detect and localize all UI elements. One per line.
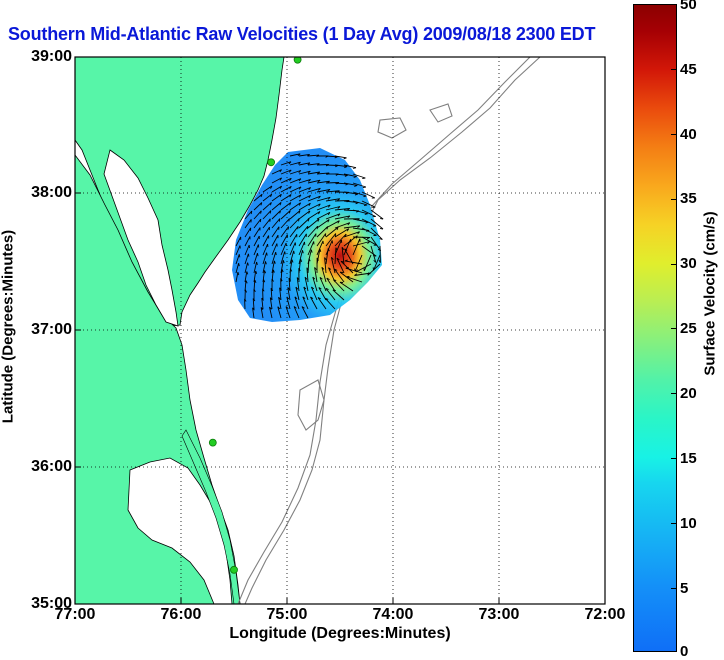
velocity-arrow-head — [285, 252, 286, 255]
velocity-arrow-head — [335, 234, 336, 237]
station-marker — [268, 159, 275, 166]
map-title: Southern Mid-Atlantic Raw Velocities (1 … — [8, 24, 595, 45]
velocity-arrow-head — [270, 219, 271, 222]
velocity-arrow-head — [248, 254, 249, 257]
velocity-arrow-head — [363, 187, 366, 188]
velocity-arrow-head — [298, 226, 299, 229]
velocity-arrow-head — [362, 178, 365, 179]
velocity-arrow-head — [239, 254, 240, 257]
velocity-arrow-head — [346, 268, 349, 269]
velocity-arrow-head — [340, 272, 343, 273]
colorbar-tick-label: 15 — [680, 450, 697, 467]
velocity-arrow-head — [364, 196, 367, 197]
velocity-arrow-head — [276, 252, 277, 255]
velocity-arrow-head — [267, 253, 268, 256]
velocity-arrow-head — [347, 276, 350, 277]
colorbar-tick-label: 50 — [680, 0, 697, 13]
velocity-arrow-head — [279, 219, 280, 222]
velocity-arrow-head — [260, 219, 261, 222]
colorbar-tick-label: 5 — [680, 580, 688, 597]
velocity-arrow-head — [307, 226, 308, 229]
colorbar-tick-label: 30 — [680, 255, 697, 272]
colorbar-tick-label: 45 — [680, 61, 697, 78]
colorbar-title: Surface Velocity (cm/s) — [702, 184, 719, 404]
colorbar-tick-label: 20 — [680, 385, 697, 402]
colorbar-tick-label: 35 — [680, 190, 697, 207]
velocity-arrow-head — [251, 211, 252, 214]
velocity-arrow-head — [258, 253, 259, 256]
station-marker — [231, 566, 238, 573]
velocity-arrow-head — [317, 226, 318, 229]
colorbar-tick-label: 0 — [680, 643, 688, 660]
velocity-arrow-head — [380, 229, 383, 230]
colorbar-tick-label: 40 — [680, 126, 697, 143]
colorbar-tick-label: 25 — [680, 320, 697, 337]
colorbar-tick-label: 10 — [680, 515, 697, 532]
velocity-arrow-head — [294, 251, 295, 254]
station-marker — [209, 439, 216, 446]
